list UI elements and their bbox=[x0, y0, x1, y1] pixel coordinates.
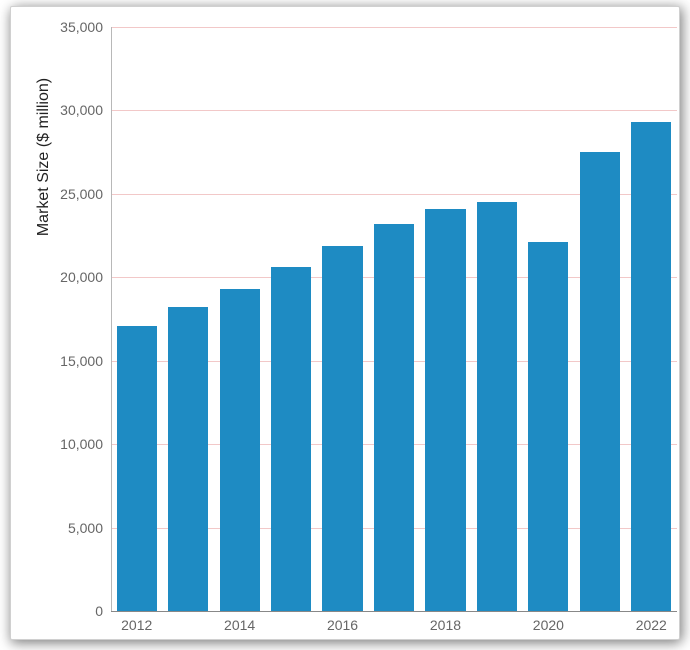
gridline bbox=[111, 611, 677, 612]
bar bbox=[117, 326, 157, 611]
plot-area: 05,00010,00015,00020,00025,00030,00035,0… bbox=[111, 27, 677, 611]
y-tick-label: 0 bbox=[95, 603, 111, 619]
x-tick-label: 2012 bbox=[121, 611, 152, 633]
x-tick-label: 2016 bbox=[327, 611, 358, 633]
gridline bbox=[111, 27, 677, 28]
y-tick-label: 10,000 bbox=[60, 436, 111, 452]
bar bbox=[631, 122, 671, 611]
x-tick-label: 2020 bbox=[533, 611, 564, 633]
chart-panel: Market Size ($ million) 05,00010,00015,0… bbox=[10, 6, 680, 640]
bar bbox=[220, 289, 260, 611]
x-tick-label: 2014 bbox=[224, 611, 255, 633]
x-tick-label: 2022 bbox=[636, 611, 667, 633]
bar bbox=[271, 267, 311, 611]
bar bbox=[580, 152, 620, 611]
y-tick-label: 15,000 bbox=[60, 353, 111, 369]
bar bbox=[528, 242, 568, 611]
bar bbox=[168, 307, 208, 611]
bar bbox=[322, 246, 362, 611]
y-tick-label: 25,000 bbox=[60, 186, 111, 202]
bar bbox=[374, 224, 414, 611]
y-tick-label: 20,000 bbox=[60, 269, 111, 285]
y-axis-title: Market Size ($ million) bbox=[35, 0, 55, 477]
y-tick-label: 35,000 bbox=[60, 19, 111, 35]
gridline bbox=[111, 110, 677, 111]
market-size-chart: Market Size ($ million) 05,00010,00015,0… bbox=[0, 0, 690, 650]
y-tick-label: 30,000 bbox=[60, 102, 111, 118]
y-axis-line bbox=[111, 27, 112, 611]
x-tick-label: 2018 bbox=[430, 611, 461, 633]
bar bbox=[425, 209, 465, 611]
y-tick-label: 5,000 bbox=[68, 520, 111, 536]
bar bbox=[477, 202, 517, 611]
